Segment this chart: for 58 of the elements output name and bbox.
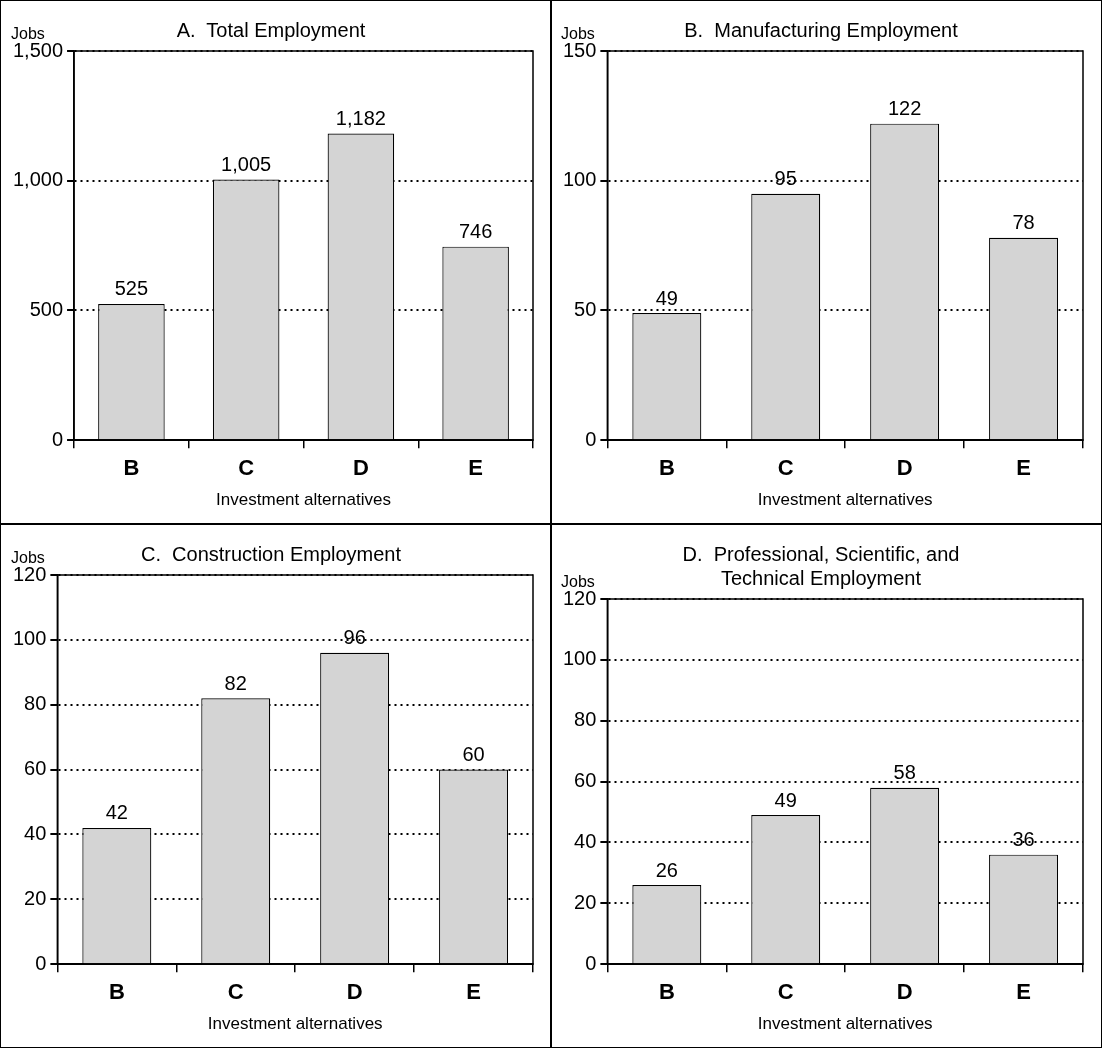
x-axis-title: Investment alternatives — [207, 1014, 383, 1034]
y-tick-label: 0 — [585, 427, 597, 450]
y-tick-label: 40 — [574, 829, 597, 852]
x-tick-label: C — [777, 979, 794, 1005]
y-tick-label: 0 — [585, 951, 597, 974]
y-tick-label: 100 — [562, 168, 597, 191]
data-label: 26 — [655, 858, 678, 881]
y-tick-label: 80 — [574, 708, 597, 731]
data-label: 49 — [774, 788, 797, 811]
x-tick-label: C — [777, 455, 794, 481]
data-label: 49 — [655, 286, 678, 309]
y-tick-label: 1,000 — [12, 168, 64, 191]
y-tick-label: 100 — [12, 627, 47, 650]
data-label: 1,005 — [221, 152, 272, 175]
y-tick-label: 50 — [574, 297, 597, 320]
x-axis-title: Investment alternatives — [757, 1014, 933, 1034]
y-tick-label: 80 — [24, 692, 47, 715]
y-tick-label: 0 — [35, 951, 47, 974]
x-tick-label: B — [658, 455, 675, 481]
data-label: 1,182 — [335, 107, 386, 130]
data-label: 58 — [893, 761, 916, 784]
data-label: 78 — [1012, 211, 1035, 234]
data-label: 95 — [774, 167, 797, 190]
y-tick-label: 0 — [51, 427, 64, 450]
chart-title: C. Construction Employment — [140, 542, 402, 565]
y-tick-label: 40 — [24, 821, 47, 844]
x-tick-label: B — [108, 979, 125, 1005]
data-label: 82 — [224, 671, 247, 694]
y-tick-label: 500 — [29, 297, 64, 320]
data-label: 60 — [462, 743, 485, 766]
x-axis-title: Investment alternatives — [216, 490, 391, 510]
x-tick-label: D — [896, 455, 913, 481]
x-tick-label: D — [896, 979, 913, 1005]
x-tick-label: D — [352, 455, 369, 481]
x-tick-label: D — [346, 979, 363, 1005]
x-tick-label: E — [1016, 455, 1031, 481]
y-tick-label: 60 — [574, 769, 597, 792]
x-axis-title: Investment alternatives — [757, 490, 933, 510]
y-tick-label: 20 — [24, 886, 47, 909]
data-label: 122 — [887, 97, 922, 120]
x-tick-label: C — [227, 979, 244, 1005]
data-label: 746 — [458, 220, 493, 243]
chart-title: D. Professional, Scientific, and Technical Employment — [682, 542, 960, 589]
y-tick-label: 60 — [24, 757, 47, 780]
data-label: 42 — [105, 801, 128, 824]
x-tick-label: E — [466, 979, 481, 1005]
x-tick-label: B — [123, 455, 140, 481]
data-label: 36 — [1012, 828, 1035, 851]
chart-title: A. Total Employment — [176, 18, 366, 41]
data-label: 96 — [343, 626, 366, 649]
x-tick-label: C — [238, 455, 255, 481]
y-tick-label: 20 — [574, 890, 597, 913]
chart-title: B. Manufacturing Employment — [684, 18, 959, 41]
x-tick-label: E — [1016, 979, 1031, 1005]
x-tick-label: B — [658, 979, 675, 1005]
data-label: 525 — [114, 277, 149, 300]
y-tick-label: 100 — [562, 647, 597, 670]
x-tick-label: E — [468, 455, 483, 481]
